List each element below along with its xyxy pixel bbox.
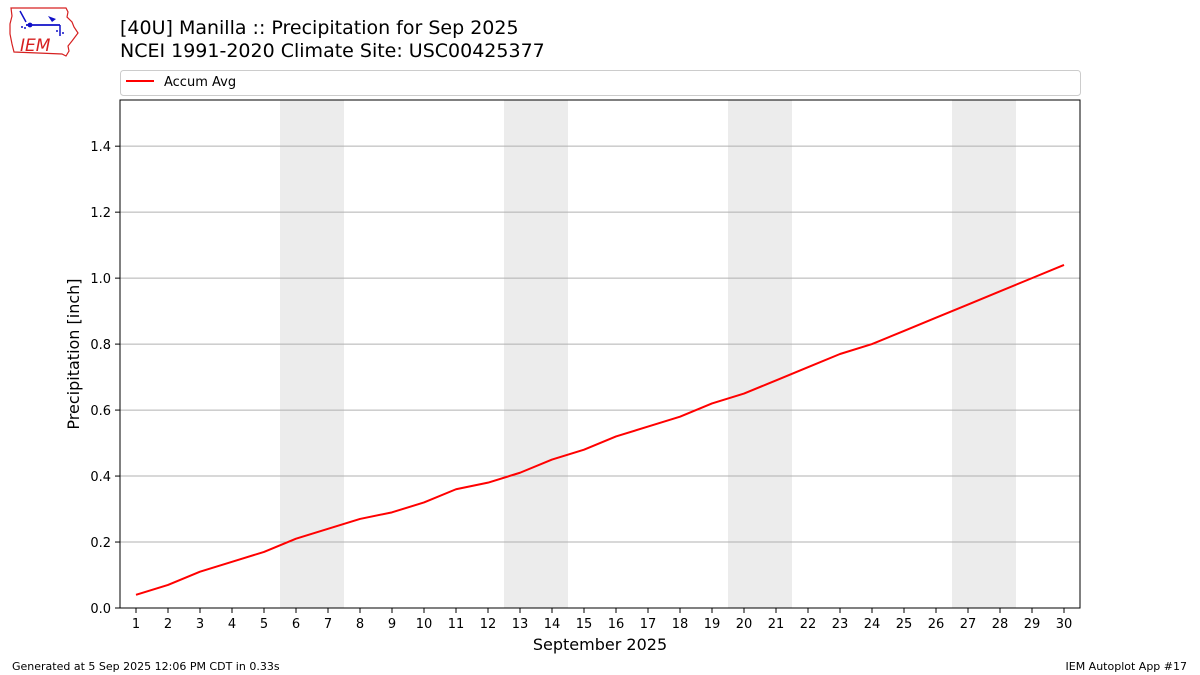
x-tick-label: 3 xyxy=(196,617,204,632)
x-axis-label: September 2025 xyxy=(533,635,667,654)
y-tick-label: 0.2 xyxy=(90,536,111,551)
series-layer xyxy=(135,264,1065,596)
plot-frame xyxy=(119,99,1081,609)
weekend-bands xyxy=(280,100,1016,608)
x-tick-label: 24 xyxy=(864,617,881,632)
y-axis-ticks: 0.0 0.2 0.4 0.6 0.8 1.0 1.2 1.4 xyxy=(90,140,120,617)
x-tick-label: 20 xyxy=(736,617,753,632)
y-tick-label: 0.0 xyxy=(90,602,111,617)
app-credit: IEM Autoplot App #17 xyxy=(1065,660,1188,673)
x-tick-label: 11 xyxy=(448,617,465,632)
weekend-band xyxy=(504,100,568,608)
chart-title: [40U] Manilla :: Precipitation for Sep 2… xyxy=(120,17,519,39)
y-tick-label: 1.2 xyxy=(90,206,111,221)
grid-lines xyxy=(120,145,1080,543)
x-tick-label: 15 xyxy=(576,617,593,632)
y-tick-label: 1.0 xyxy=(90,272,111,287)
x-tick-label: 12 xyxy=(480,617,497,632)
x-tick-label: 22 xyxy=(800,617,817,632)
x-tick-label: 6 xyxy=(292,617,300,632)
x-tick-label: 28 xyxy=(992,617,1009,632)
legend-label: Accum Avg xyxy=(164,75,236,90)
y-tick-label: 0.4 xyxy=(90,470,111,485)
x-tick-label: 23 xyxy=(832,617,849,632)
x-tick-label: 10 xyxy=(416,617,433,632)
x-tick-label: 19 xyxy=(704,617,721,632)
x-tick-label: 2 xyxy=(164,617,172,632)
x-tick-label: 5 xyxy=(260,617,268,632)
x-tick-label: 13 xyxy=(512,617,529,632)
y-tick-label: 1.4 xyxy=(90,140,111,155)
chart-subtitle: NCEI 1991-2020 Climate Site: USC00425377 xyxy=(120,40,545,62)
iem-logo: IEM xyxy=(9,7,79,57)
y-tick-label: 0.6 xyxy=(90,404,111,419)
x-axis-ticks: 1 2 3 4 5 6 7 8 9 10 11 12 13 14 15 16 17 18 19 20 21 22 23 24 2… xyxy=(132,608,1072,632)
iowa-state-map-logo-icon xyxy=(9,7,79,57)
x-tick-label: 8 xyxy=(356,617,364,632)
x-tick-label: 29 xyxy=(1024,617,1041,632)
x-tick-label: 25 xyxy=(896,617,913,632)
weekend-band xyxy=(952,100,1016,608)
x-tick-label: 18 xyxy=(672,617,689,632)
x-tick-label: 27 xyxy=(960,617,977,632)
x-tick-label: 1 xyxy=(132,617,140,632)
x-tick-label: 4 xyxy=(228,617,236,632)
generated-note: Generated at 5 Sep 2025 12:06 PM CDT in … xyxy=(12,660,280,673)
x-tick-label: 7 xyxy=(324,617,332,632)
x-tick-label: 30 xyxy=(1056,617,1073,632)
x-tick-label: 21 xyxy=(768,617,785,632)
x-tick-label: 9 xyxy=(388,617,396,632)
x-tick-label: 16 xyxy=(608,617,625,632)
logo-text: IEM xyxy=(20,36,51,56)
y-tick-label: 0.8 xyxy=(90,338,111,353)
legend: Accum Avg xyxy=(120,70,1081,96)
x-tick-label: 26 xyxy=(928,617,945,632)
x-tick-label: 17 xyxy=(640,617,657,632)
weekend-band xyxy=(728,100,792,608)
legend-box xyxy=(120,70,1081,96)
x-tick-label: 14 xyxy=(544,617,561,632)
series-line xyxy=(135,264,1065,596)
y-axis-label: Precipitation [inch] xyxy=(64,278,83,429)
weekend-band xyxy=(280,100,344,608)
